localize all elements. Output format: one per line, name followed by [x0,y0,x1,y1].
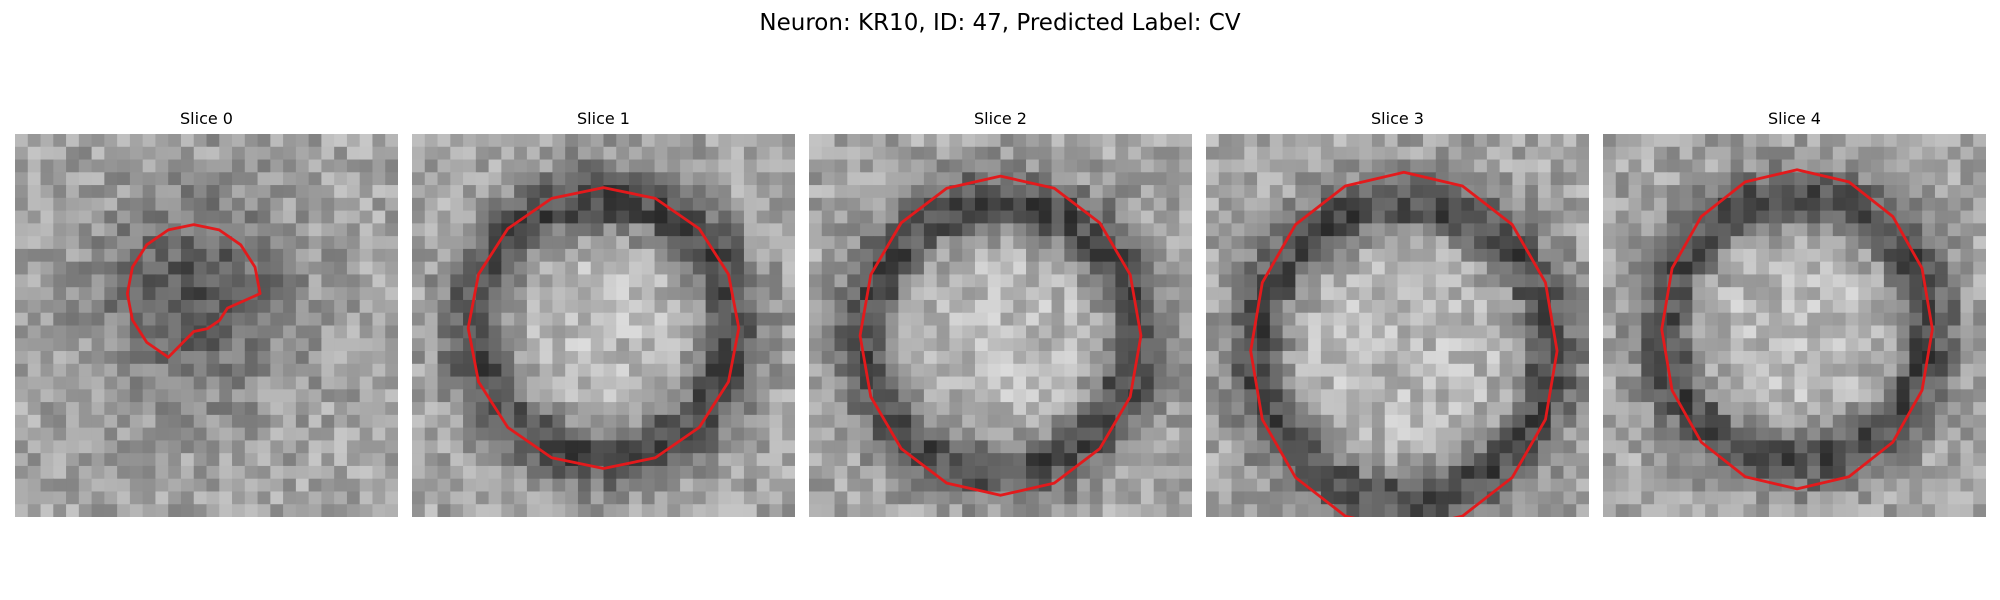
roi-outline [858,174,1143,497]
roi-outline [466,186,741,470]
slice-image [809,134,1192,517]
slice-title: Slice 0 [180,109,233,128]
figure-title: Neuron: KR10, ID: 47, Predicted Label: C… [759,10,1241,36]
roi-outline [125,223,262,359]
slice-panel-4: Slice 4 [1603,105,1986,517]
slice-image [15,134,398,517]
slice-title: Slice 1 [577,109,630,128]
slice-title: Slice 2 [974,109,1027,128]
slice-image [1603,134,1986,517]
roi-outline [1249,170,1559,517]
slice-panel-1: Slice 1 [412,105,795,517]
slice-title: Slice 3 [1371,109,1424,128]
slice-panel-2: Slice 2 [809,105,1192,517]
slice-title: Slice 4 [1768,109,1821,128]
slice-panel-0: Slice 0 [15,105,398,517]
slice-image [412,134,795,517]
slice-image [1206,134,1589,517]
roi-outline [1660,168,1934,491]
slice-panel-3: Slice 3 [1206,105,1589,517]
